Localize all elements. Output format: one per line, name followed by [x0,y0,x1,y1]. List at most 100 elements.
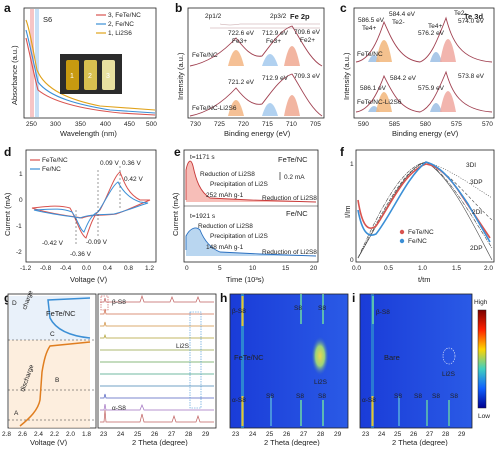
svg-text:0: 0 [19,197,23,204]
svg-text:Li2S: Li2S [176,343,190,350]
svg-text:1: 1 [70,73,74,80]
colorbar [477,309,487,409]
panel-h: h β-S8 S8 S8 FeTe/NC Li2S α-S8 S8 S8 S8 … [220,291,349,447]
panel-b-letter: b [175,1,182,15]
svg-text:Reduction of Li2S8: Reduction of Li2S8 [200,171,255,178]
svg-text:25: 25 [266,431,274,438]
svg-text:FeTe/NC-Li2S6: FeTe/NC-Li2S6 [192,105,237,112]
svg-text:26: 26 [151,431,159,438]
panel-c-xticks: 590 585 580 575 570 [358,121,493,128]
svg-text:2p3/2: 2p3/2 [270,13,287,20]
svg-text:β-S8: β-S8 [232,308,246,315]
svg-text:28: 28 [185,431,193,438]
svg-text:1.2: 1.2 [145,265,154,272]
svg-text:Te4+: Te4+ [362,25,376,32]
svg-text:2DI: 2DI [472,209,482,216]
svg-text:1.8: 1.8 [82,431,91,438]
svg-text:I/Im: I/Im [343,206,352,219]
svg-text:FeTe/NC-Li2S6: FeTe/NC-Li2S6 [357,99,402,106]
svg-text:0.09 V: 0.09 V [100,160,119,167]
svg-text:FeTe/NC: FeTe/NC [234,353,264,362]
svg-text:1: 1 [350,161,354,168]
svg-text:1, Li2S6: 1, Li2S6 [108,30,132,37]
vials-photo: 1 2 3 [60,54,122,94]
svg-text:Te2-: Te2- [392,19,405,26]
panel-a: a S6 3, FeTe/NC 2, Fe/NC 1, Li2S6 1 2 3 [4,1,157,138]
svg-text:27: 27 [300,431,308,438]
svg-text:Fe/NC: Fe/NC [408,238,427,245]
svg-text:2.4: 2.4 [34,431,43,438]
svg-text:-0.36 V: -0.36 V [70,251,92,258]
panel-d-legend: FeTe/NC Fe/NC [30,157,68,173]
svg-text:2.6: 2.6 [18,431,27,438]
svg-text:Fe3+: Fe3+ [266,38,281,45]
svg-text:Current (mA): Current (mA) [171,192,180,236]
svg-text:720: 720 [238,121,249,128]
svg-text:26: 26 [410,431,418,438]
svg-text:-2: -2 [16,249,22,256]
svg-text:-0.4: -0.4 [60,265,72,272]
xrd-stack [100,294,214,423]
svg-text:23: 23 [232,431,240,438]
svg-text:Te 3d: Te 3d [464,12,483,21]
svg-text:2: 2 [88,73,92,80]
svg-text:712.9 eV: 712.9 eV [262,75,289,82]
svg-text:0: 0 [350,257,354,264]
svg-text:Precipitation of Li2S: Precipitation of Li2S [210,233,268,240]
svg-text:S8: S8 [318,305,326,312]
svg-text:148 mAh g-1: 148 mAh g-1 [206,244,244,251]
svg-text:Intensity (a.u.): Intensity (a.u.) [176,52,185,100]
panel-a-ylabel: Absorbance (a.u.) [10,45,19,105]
panel-g-xticks-left: 2.8 2.6 2.4 2.2 2.0 1.8 [2,431,91,438]
panel-a-letter: a [4,1,11,15]
panel-f-legend: FeTe/NC Fe/NC [399,229,434,245]
svg-text:722.6 eV: 722.6 eV [228,30,255,37]
panel-c: c Te 3d 586.5 eV 584.4 eV Te4+ Te2- 576.… [340,1,495,138]
svg-text:-0.8: -0.8 [40,265,52,272]
svg-text:2.8: 2.8 [2,431,11,438]
svg-text:709.6 eV: 709.6 eV [294,29,321,36]
svg-text:0.0: 0.0 [352,265,361,272]
panel-g-xticks-right: 23 24 25 26 27 28 29 [100,431,210,438]
panel-e-letter: e [174,145,181,159]
svg-text:27: 27 [168,431,176,438]
svg-text:250: 250 [26,121,37,128]
svg-text:t/tm: t/tm [418,275,431,284]
svg-text:0.0: 0.0 [82,265,91,272]
svg-text:3DI: 3DI [466,162,476,169]
svg-text:725: 725 [214,121,225,128]
svg-text:-0.09 V: -0.09 V [86,239,108,246]
svg-text:S8: S8 [432,393,440,400]
svg-text:α-S8: α-S8 [112,405,126,412]
svg-text:-1.2: -1.2 [20,265,32,272]
svg-text:β-S8: β-S8 [112,299,126,306]
svg-text:252 mAh g-1: 252 mAh g-1 [206,192,244,199]
svg-text:2 Theta (degree): 2 Theta (degree) [132,438,188,446]
panel-e-xticks: 0 5 10 15 20 [185,265,318,272]
panel-f-xticks: 0.0 0.5 1.0 1.5 2.0 [352,265,493,272]
svg-text:730: 730 [190,121,201,128]
svg-text:500: 500 [146,121,157,128]
svg-text:584.2 eV: 584.2 eV [390,75,417,82]
svg-text:721.2 eV: 721.2 eV [228,79,255,86]
svg-text:23: 23 [100,431,108,438]
svg-text:2 Theta (degree): 2 Theta (degree) [264,438,320,446]
svg-text:Li2S: Li2S [314,379,328,386]
svg-text:2.0: 2.0 [484,265,493,272]
panel-e: e FeTe/NC t=1171 s Reduction of Li2S8 Pr… [171,145,319,284]
svg-text:23: 23 [362,431,370,438]
svg-text:0.2 mA: 0.2 mA [284,174,305,181]
svg-text:584.4 eV: 584.4 eV [389,11,416,18]
svg-text:Voltage (V): Voltage (V) [70,275,108,284]
panel-h-letter: h [220,291,227,305]
heatmap-h-streaks [241,294,329,428]
svg-text:400: 400 [100,121,111,128]
svg-text:709.3 eV: 709.3 eV [294,73,321,80]
svg-text:A: A [14,410,19,417]
svg-text:573.8 eV: 573.8 eV [458,73,485,80]
svg-text:0.4: 0.4 [103,265,112,272]
svg-text:0: 0 [185,265,189,272]
svg-text:3DP: 3DP [470,179,483,186]
panel-i: i β-S8 Bare Li2S α-S8 S8 S8 S8 S8 23 24 … [352,291,490,447]
